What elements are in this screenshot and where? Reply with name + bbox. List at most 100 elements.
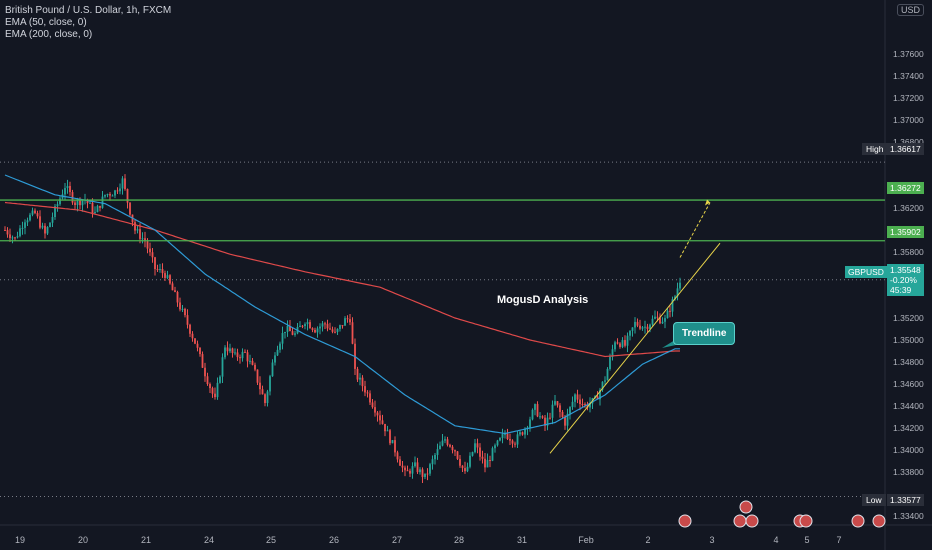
candle-body: [361, 377, 364, 387]
candle-body: [34, 210, 36, 214]
candle-body: [284, 331, 286, 333]
candle-body: [491, 448, 494, 461]
candle-body: [164, 273, 166, 278]
candle-body: [459, 458, 461, 466]
high-value-tag: 1.36617: [887, 143, 924, 155]
candle-body: [444, 439, 446, 441]
economic-event-icon: [733, 514, 747, 528]
candle-body: [6, 230, 9, 235]
time-tick: Feb: [578, 535, 594, 545]
candle-body: [499, 438, 501, 441]
candle-body: [311, 328, 314, 330]
candle-body: [146, 241, 149, 249]
candle-body: [449, 444, 451, 447]
candle-body: [191, 333, 194, 339]
candle-body: [419, 469, 421, 473]
time-tick: 2: [645, 535, 651, 545]
candle-body: [96, 205, 99, 213]
price-tick: 1.34200: [893, 423, 924, 433]
time-tick: 3: [709, 535, 715, 545]
candle-body: [31, 210, 34, 215]
candle-body: [241, 351, 244, 359]
candle-body: [66, 186, 69, 189]
price-tick: 1.35000: [893, 335, 924, 345]
price-change: -0.20%: [890, 275, 917, 285]
candle-body: [316, 328, 319, 333]
candle-body: [571, 401, 574, 408]
ema200-line: [4, 201, 680, 358]
time-tick: 27: [391, 535, 403, 545]
candle-body: [659, 317, 661, 324]
currency-badge[interactable]: USD: [897, 4, 925, 16]
candle-body: [481, 456, 484, 459]
candle-body: [186, 315, 189, 325]
candle-body: [141, 238, 144, 240]
economic-event-icon: [678, 514, 692, 528]
candle-body: [364, 386, 366, 393]
candle-body: [344, 318, 346, 326]
candle-body: [589, 403, 591, 408]
trendline-callout[interactable]: Trendline: [673, 322, 736, 345]
candle-body: [304, 324, 306, 327]
candle-body: [341, 325, 344, 327]
candle-body: [69, 186, 71, 193]
candle-body: [636, 321, 639, 326]
candle-body: [204, 367, 206, 377]
candle-body: [49, 222, 51, 228]
candle-body: [269, 376, 271, 392]
candle-body: [109, 194, 111, 196]
candle-body: [514, 443, 516, 445]
candle-body: [356, 368, 359, 380]
candle-body: [81, 200, 84, 206]
candle-body: [396, 452, 399, 460]
candle-body: [274, 355, 276, 363]
projection-arrow-line: [679, 202, 711, 258]
candle-body: [184, 308, 186, 316]
candle-body: [64, 188, 66, 195]
candle-body: [581, 404, 584, 406]
candle-body: [609, 356, 611, 369]
candle-body: [174, 290, 176, 292]
candle-body: [461, 465, 464, 469]
candle-body: [621, 340, 624, 347]
candle-body: [531, 409, 534, 420]
candle-body: [99, 205, 101, 208]
time-tick: 4: [773, 535, 779, 545]
candle-body: [279, 343, 281, 350]
candle-body: [641, 327, 644, 329]
candle-body: [436, 449, 439, 455]
economic-event-icon: [851, 514, 865, 528]
candle-body: [264, 394, 266, 404]
candle-body: [309, 322, 311, 329]
price-tick: 1.34000: [893, 445, 924, 455]
time-tick: 19: [14, 535, 26, 545]
candle-body: [149, 248, 151, 253]
chart-legend: British Pound / U.S. Dollar, 1h, FXCM EM…: [5, 5, 171, 41]
candle-body: [336, 328, 339, 333]
candle-body: [386, 430, 389, 432]
candle-body: [201, 354, 204, 368]
last-price-box: 1.35548 -0.20% 45:39: [887, 264, 924, 296]
candle-body: [44, 225, 46, 234]
price-tick: 1.34800: [893, 357, 924, 367]
candle-body: [136, 229, 139, 231]
candle-body: [384, 423, 386, 432]
candle-body: [541, 416, 544, 418]
candle-body: [376, 412, 379, 416]
candle-body: [159, 269, 161, 271]
candle-body: [504, 433, 506, 435]
candle-body: [366, 392, 369, 394]
time-tick: 25: [265, 535, 277, 545]
candle-body: [494, 445, 496, 449]
candle-body: [404, 467, 406, 471]
candle-body: [566, 413, 569, 426]
candle-body: [246, 352, 249, 362]
candle-body: [484, 458, 486, 468]
candle-body: [421, 469, 424, 477]
candle-body: [496, 440, 499, 446]
candle-body: [671, 299, 674, 312]
candle-body: [59, 198, 61, 205]
candle-body: [121, 178, 124, 189]
candle-body: [561, 411, 564, 417]
